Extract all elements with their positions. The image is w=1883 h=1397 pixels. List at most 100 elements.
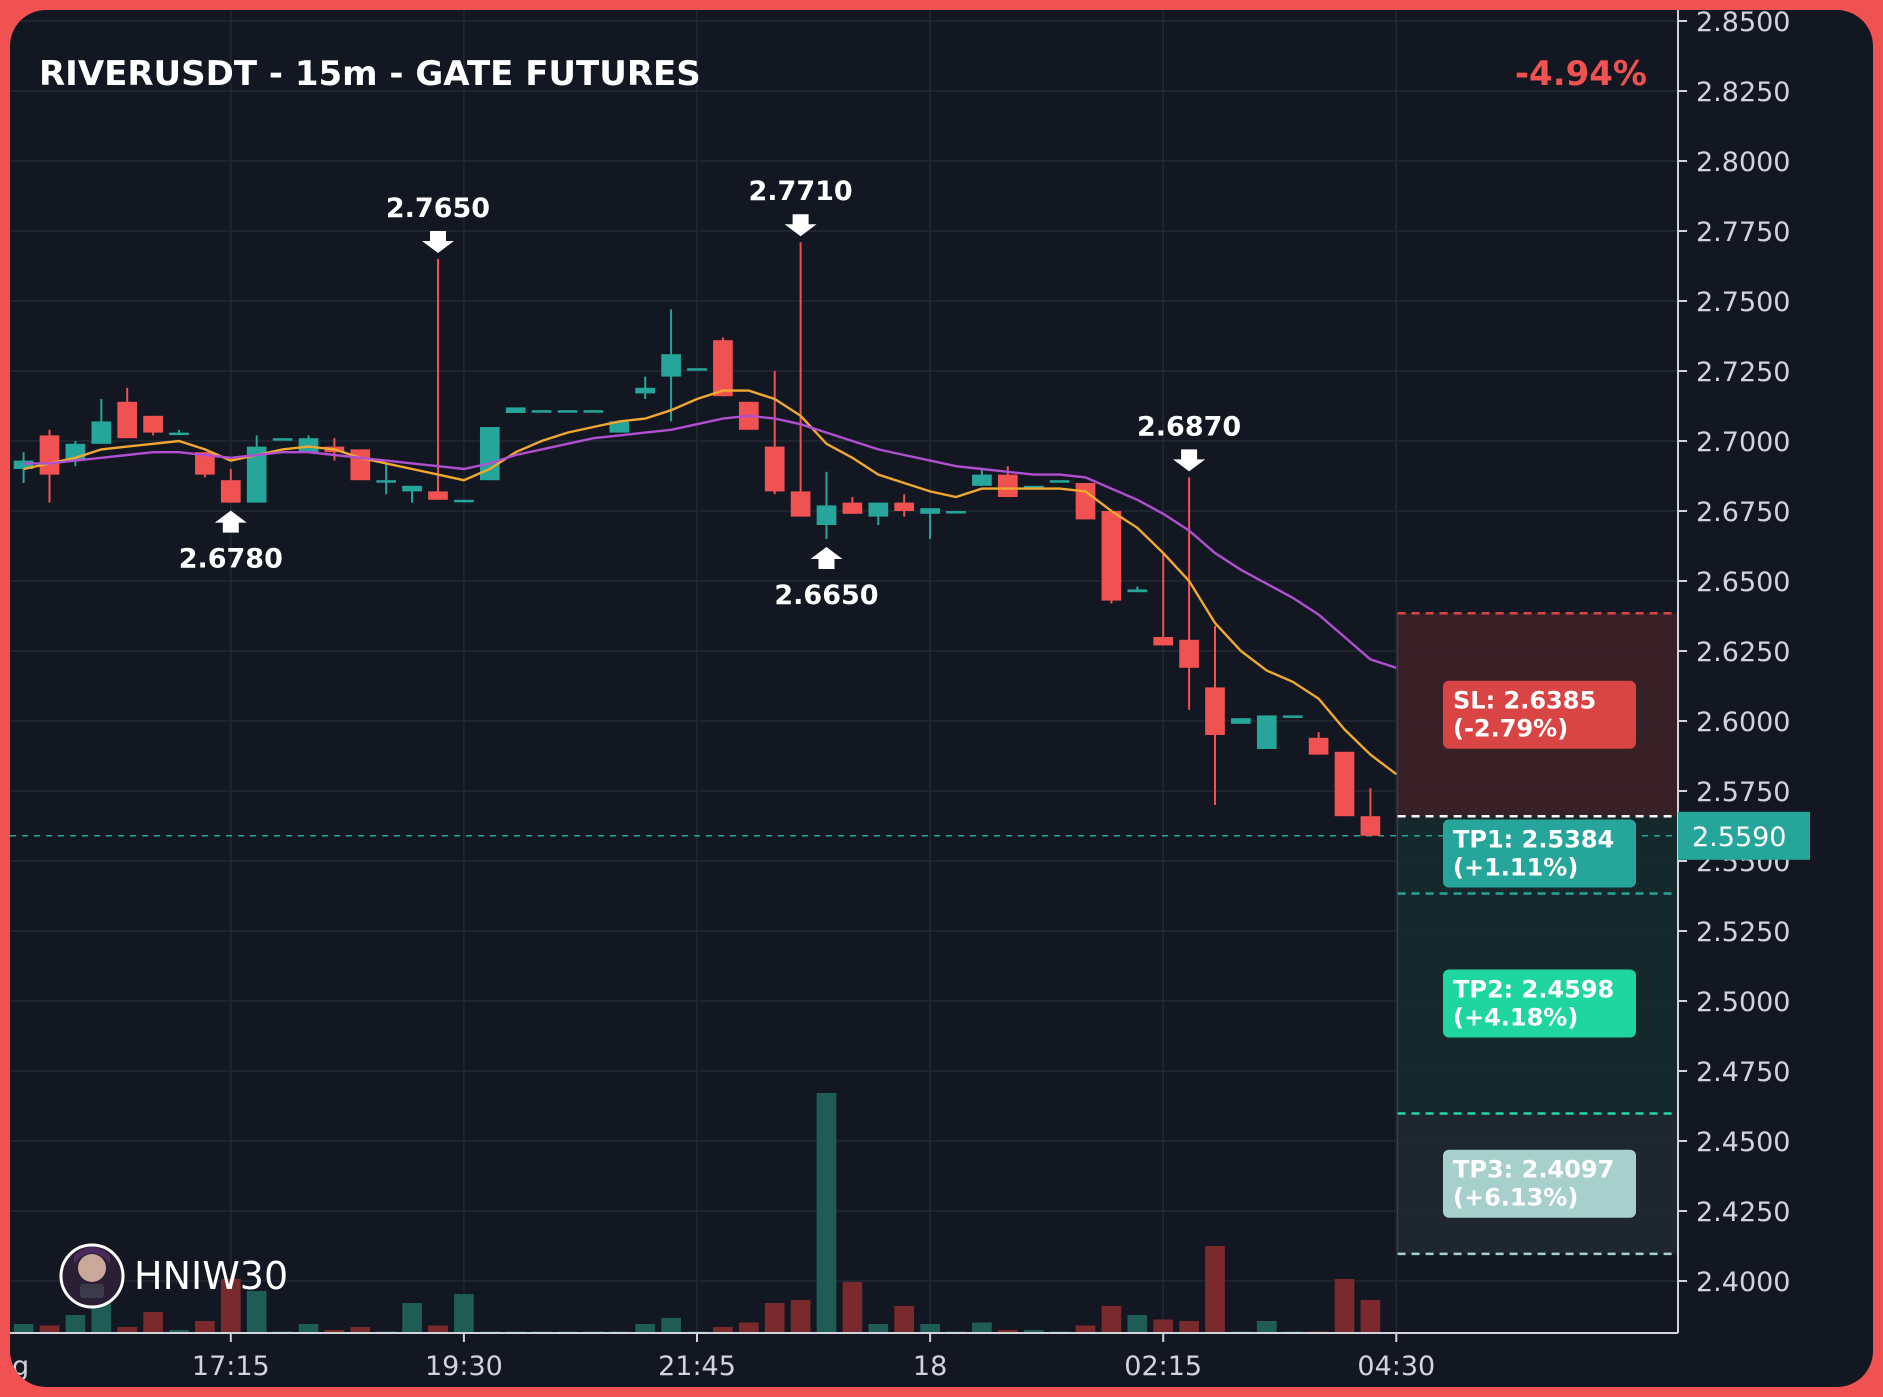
candle-body [868, 502, 889, 517]
candle-body [195, 452, 215, 475]
volume-bar [1127, 1315, 1148, 1333]
candle-body [13, 460, 34, 469]
avatar-face [78, 1254, 106, 1282]
volume-bars [13, 1093, 1381, 1333]
y-tick-label: 2.4000 [1696, 1267, 1790, 1298]
candle-body [661, 354, 681, 377]
volume-bar [1101, 1306, 1122, 1333]
moving-averages [23, 389, 1398, 776]
volume-bar [298, 1324, 319, 1333]
candle-body [350, 449, 371, 481]
volume-bar [195, 1321, 215, 1333]
arrow-up-icon [810, 547, 843, 569]
volume-bar [169, 1330, 189, 1333]
volume-bar [246, 1291, 267, 1333]
price-change: -4.94% [1515, 54, 1647, 94]
ema-fast-line [23, 389, 1398, 776]
volume-bar [661, 1318, 681, 1333]
candle-body [997, 474, 1018, 497]
candle-body [1127, 589, 1148, 593]
candle-body [298, 438, 319, 453]
last-price-label: 2.5590 [1692, 822, 1786, 853]
volume-bar [350, 1327, 371, 1333]
volume-bar [764, 1303, 785, 1333]
trade-zones [10, 611, 1678, 1256]
candle-body [920, 508, 940, 514]
y-tick-label: 2.4750 [1696, 1057, 1790, 1088]
tp2-box [1443, 969, 1636, 1038]
candle-body [1153, 637, 1174, 646]
x-tick-label: 21:45 [658, 1351, 736, 1382]
volume-bar [1360, 1300, 1381, 1333]
candle-body [1101, 511, 1122, 601]
y-tick-label: 2.6000 [1696, 707, 1790, 738]
candle-body [272, 438, 293, 441]
annotation-label: 2.7650 [386, 193, 490, 224]
candle-body [790, 491, 811, 517]
y-tick-label: 2.6500 [1696, 567, 1790, 598]
candle-body [428, 491, 448, 500]
y-tick-label: 2.7250 [1696, 357, 1790, 388]
volume-bar [920, 1324, 940, 1333]
candle-body [816, 505, 837, 525]
candle-body [402, 485, 422, 492]
candle-body [1075, 483, 1096, 520]
x-tick-label: 17:15 [192, 1351, 270, 1382]
volume-bar [1075, 1325, 1096, 1333]
candle-body [1282, 715, 1303, 718]
candle-body [91, 421, 112, 444]
volume-bar [428, 1325, 448, 1333]
sl-box [1443, 680, 1636, 749]
volume-bar [13, 1324, 34, 1333]
candle-body [143, 415, 163, 433]
tp2-percent: (+4.18%) [1453, 1004, 1578, 1032]
x-tick-label: g [12, 1351, 29, 1382]
sl-label: SL: 2.6385 [1453, 687, 1596, 715]
volume-bar [894, 1306, 915, 1333]
candle-body [894, 502, 915, 511]
price-annotations: 2.6780 2.7650 2.7710 2.6650 2.6870 [179, 176, 1242, 611]
y-tick-label: 2.5250 [1696, 917, 1790, 948]
volume-bar [220, 1279, 241, 1333]
chart-title: RIVERUSDT - 15m - GATE FUTURES [39, 54, 701, 94]
candle-body [169, 432, 189, 436]
tp3-label: TP3: 2.4097 [1453, 1156, 1614, 1184]
price-chart[interactable]: 2.6780 2.7650 2.7710 2.6650 2.6870 SL: 2.638… [10, 10, 1873, 1387]
arrow-down-icon [784, 214, 817, 237]
y-tick-label: 2.4500 [1696, 1127, 1790, 1158]
volume-bar [816, 1093, 837, 1333]
y-tick-label: 2.8250 [1696, 77, 1790, 108]
tp1-label: TP1: 2.5384 [1453, 825, 1614, 853]
level-labels: SL: 2.6385(-2.79%) TP1: 2.5384(+1.11%) TP2… [1443, 680, 1636, 1218]
volume-bar [997, 1330, 1018, 1333]
annotation-label: 2.7710 [748, 176, 852, 207]
candle-body [1231, 718, 1251, 724]
volume-bar [91, 1303, 112, 1333]
volume-bar [324, 1330, 345, 1333]
y-tick-label: 2.7750 [1696, 217, 1790, 248]
candle-body [1308, 737, 1329, 755]
candle-body [842, 502, 863, 514]
candle-body [946, 511, 966, 514]
y-tick-label: 2.8500 [1696, 10, 1790, 38]
annotation-label: 2.6870 [1137, 411, 1241, 442]
volume-bar [402, 1303, 422, 1333]
candle-body [1334, 751, 1355, 817]
tp3-box [1443, 1149, 1636, 1218]
avatar-body [80, 1284, 104, 1298]
y-tick-label: 2.6750 [1696, 497, 1790, 528]
candle-body [764, 446, 785, 492]
volume-bar [117, 1327, 138, 1333]
y-tick-label: 2.5750 [1696, 777, 1790, 808]
volume-bar [868, 1324, 889, 1333]
volume-bar [454, 1294, 474, 1333]
tp3-percent: (+6.13%) [1453, 1184, 1578, 1212]
candle-body [687, 368, 707, 371]
chart-frame: 2.6780 2.7650 2.7710 2.6650 2.6870 SL: 2.638… [10, 10, 1873, 1387]
tp1-percent: (+1.11%) [1453, 853, 1578, 881]
candles[interactable] [13, 242, 1381, 836]
volume-bar [842, 1282, 863, 1333]
candle-body [454, 499, 474, 503]
tp2-label: TP2: 2.4598 [1453, 976, 1614, 1004]
candle-body [583, 410, 604, 413]
